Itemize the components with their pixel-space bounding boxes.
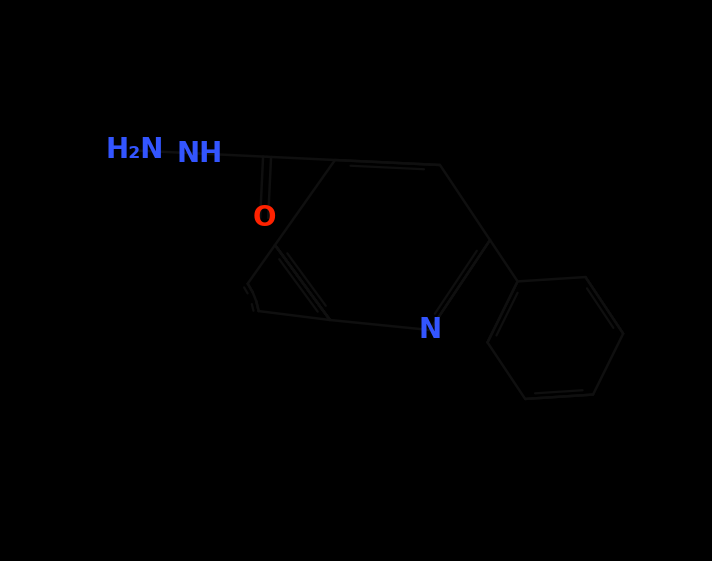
Text: N: N [419, 316, 441, 344]
Text: H₂N: H₂N [105, 136, 164, 164]
Text: O: O [253, 204, 276, 232]
Text: NH: NH [176, 140, 222, 168]
